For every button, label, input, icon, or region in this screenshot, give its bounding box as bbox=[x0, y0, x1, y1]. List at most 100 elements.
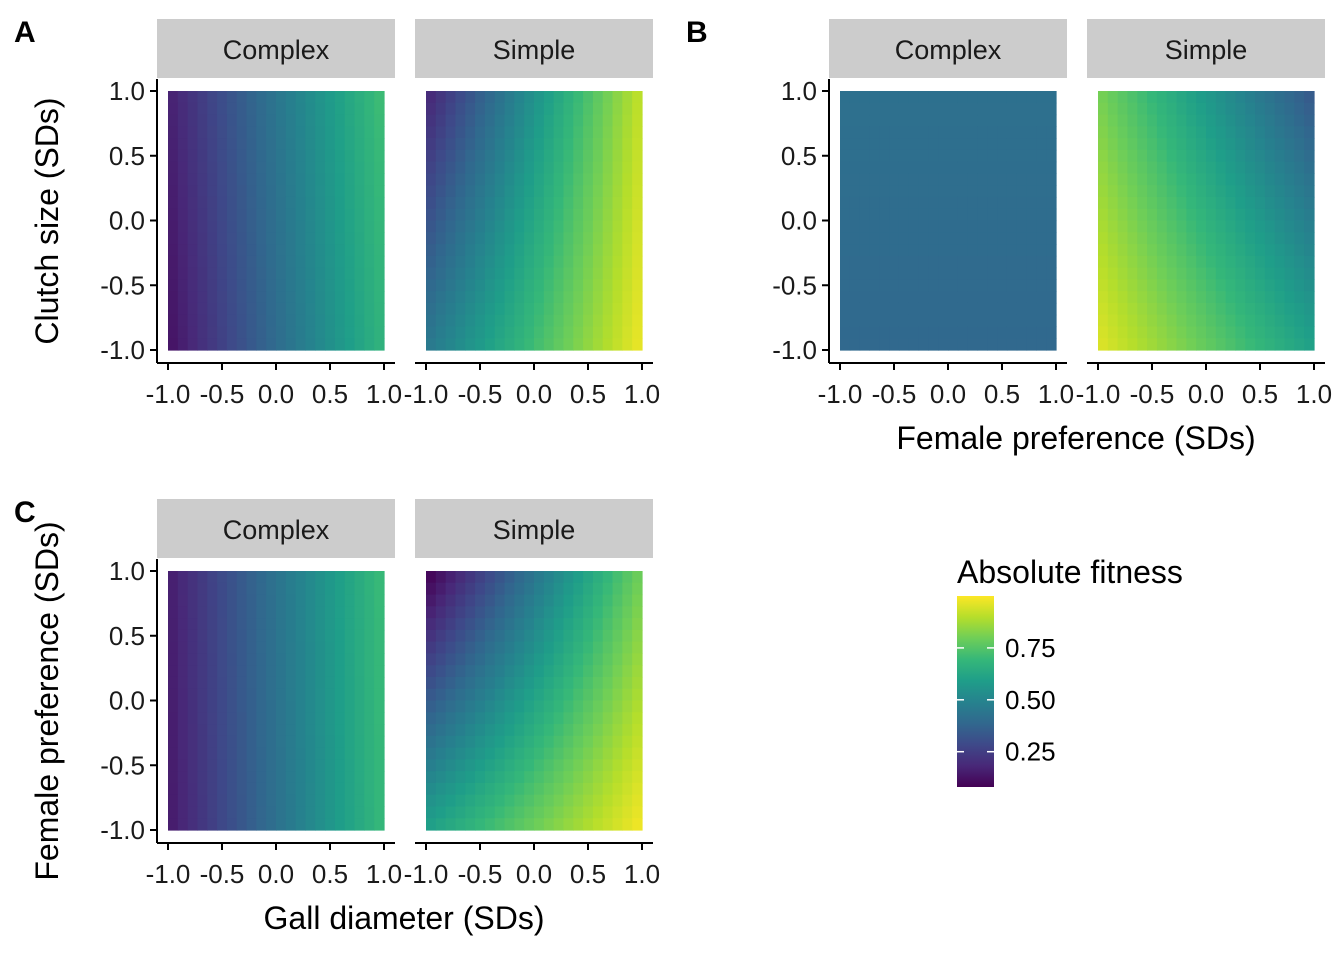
heatmap-tile bbox=[374, 326, 385, 339]
heatmap-tile bbox=[475, 806, 486, 819]
heatmap-tile bbox=[898, 326, 910, 339]
heatmap-tile bbox=[1156, 338, 1168, 351]
heatmap-tile bbox=[168, 571, 179, 584]
heatmap-tile bbox=[1006, 220, 1018, 233]
heatmap-tile bbox=[484, 302, 496, 316]
x-tick-label: 0.5 bbox=[984, 379, 1020, 409]
heatmap-tile bbox=[592, 759, 604, 772]
heatmap-tile bbox=[553, 806, 565, 819]
heatmap-tile bbox=[1255, 102, 1266, 116]
heatmap-tile bbox=[305, 314, 316, 328]
heatmap-tile bbox=[967, 232, 979, 245]
heatmap-tile bbox=[602, 641, 614, 655]
heatmap-tile bbox=[1235, 338, 1246, 351]
heatmap-tile bbox=[1225, 338, 1237, 351]
heatmap-tile bbox=[246, 314, 257, 328]
heatmap-tile bbox=[1304, 185, 1315, 198]
heatmap-tile bbox=[543, 724, 555, 737]
x-tick-label: 1.0 bbox=[624, 379, 660, 409]
heatmap-tile bbox=[524, 91, 535, 104]
heatmap-tile bbox=[226, 794, 238, 808]
heatmap-tile bbox=[354, 173, 365, 186]
heatmap-tile bbox=[849, 302, 861, 316]
heatmap-tile bbox=[217, 653, 228, 666]
heatmap-tile bbox=[1186, 326, 1197, 339]
heatmap-tile bbox=[957, 232, 969, 245]
heatmap-tile bbox=[583, 571, 594, 584]
heatmap-tile bbox=[285, 735, 297, 749]
heatmap-tile bbox=[285, 114, 297, 127]
heatmap-tile bbox=[295, 606, 307, 619]
heatmap-tile bbox=[177, 629, 189, 643]
heatmap-tile bbox=[1264, 126, 1276, 139]
heatmap-tile bbox=[504, 582, 515, 596]
heatmap-tile bbox=[977, 302, 988, 316]
heatmap-tile bbox=[168, 208, 179, 222]
heatmap-tile bbox=[632, 688, 643, 702]
heatmap-tile bbox=[849, 91, 861, 104]
heatmap-tile bbox=[177, 326, 189, 339]
heatmap-tile bbox=[445, 138, 457, 151]
x-tick-label: 1.0 bbox=[366, 379, 402, 409]
heatmap-tile bbox=[840, 338, 851, 351]
heatmap-tile bbox=[276, 279, 287, 292]
heatmap-tile bbox=[622, 676, 633, 690]
heatmap-tile bbox=[475, 291, 486, 304]
panel-letter: A bbox=[14, 16, 36, 49]
heatmap-tile bbox=[534, 629, 545, 643]
heatmap-tile bbox=[217, 818, 228, 831]
heatmap-tile bbox=[217, 606, 228, 619]
heatmap-tile bbox=[1196, 326, 1207, 339]
heatmap-tile bbox=[256, 771, 267, 784]
heatmap-tile bbox=[256, 91, 267, 104]
heatmap-tile bbox=[879, 244, 890, 257]
heatmap-tile bbox=[455, 724, 466, 737]
heatmap-tile bbox=[305, 606, 316, 619]
heatmap-tile bbox=[197, 149, 208, 163]
heatmap-tile bbox=[187, 582, 199, 596]
heatmap-tile bbox=[918, 338, 929, 351]
heatmap-tile bbox=[869, 326, 880, 339]
heatmap-tile bbox=[1166, 244, 1178, 257]
heatmap-tile bbox=[246, 173, 257, 186]
x-axis-title: Gall diameter (SDs) bbox=[264, 900, 545, 936]
heatmap-tile bbox=[197, 208, 208, 222]
heatmap-tile bbox=[236, 114, 248, 127]
heatmap-tile bbox=[1036, 196, 1047, 210]
heatmap-tile bbox=[226, 629, 238, 643]
facet-strip bbox=[157, 499, 395, 558]
heatmap-tile bbox=[1147, 149, 1158, 163]
heatmap-tile bbox=[977, 244, 988, 257]
heatmap-tile bbox=[1166, 326, 1178, 339]
heatmap-tile bbox=[426, 208, 437, 222]
heatmap-tile bbox=[898, 314, 910, 328]
heatmap-tile bbox=[315, 653, 326, 666]
heatmap-tile bbox=[177, 594, 189, 607]
x-tick-label: 0.5 bbox=[312, 859, 348, 889]
heatmap-tile bbox=[217, 149, 228, 163]
heatmap-tile bbox=[187, 712, 199, 725]
heatmap-tile bbox=[266, 606, 277, 619]
heatmap-tile bbox=[344, 641, 356, 655]
heatmap-tile bbox=[226, 114, 238, 127]
heatmap-tile bbox=[524, 220, 535, 233]
heatmap-tile bbox=[563, 571, 574, 584]
heatmap-tile bbox=[583, 279, 594, 292]
heatmap-tile bbox=[426, 232, 437, 245]
heatmap-tile bbox=[987, 244, 998, 257]
heatmap-tile bbox=[266, 232, 277, 245]
heatmap-tile bbox=[1156, 302, 1168, 316]
heatmap-tile bbox=[354, 138, 365, 151]
heatmap-tile bbox=[494, 91, 506, 104]
heatmap-tile bbox=[426, 326, 437, 339]
heatmap-tile bbox=[938, 326, 949, 339]
heatmap-tile bbox=[573, 279, 584, 292]
heatmap-tile bbox=[612, 629, 623, 643]
heatmap-tile bbox=[592, 232, 604, 245]
heatmap-tile bbox=[1215, 91, 1227, 104]
x-tick-label: -1.0 bbox=[1076, 379, 1121, 409]
heatmap-tile bbox=[334, 279, 346, 292]
heatmap-tile bbox=[928, 338, 939, 351]
heatmap-tile bbox=[475, 629, 486, 643]
